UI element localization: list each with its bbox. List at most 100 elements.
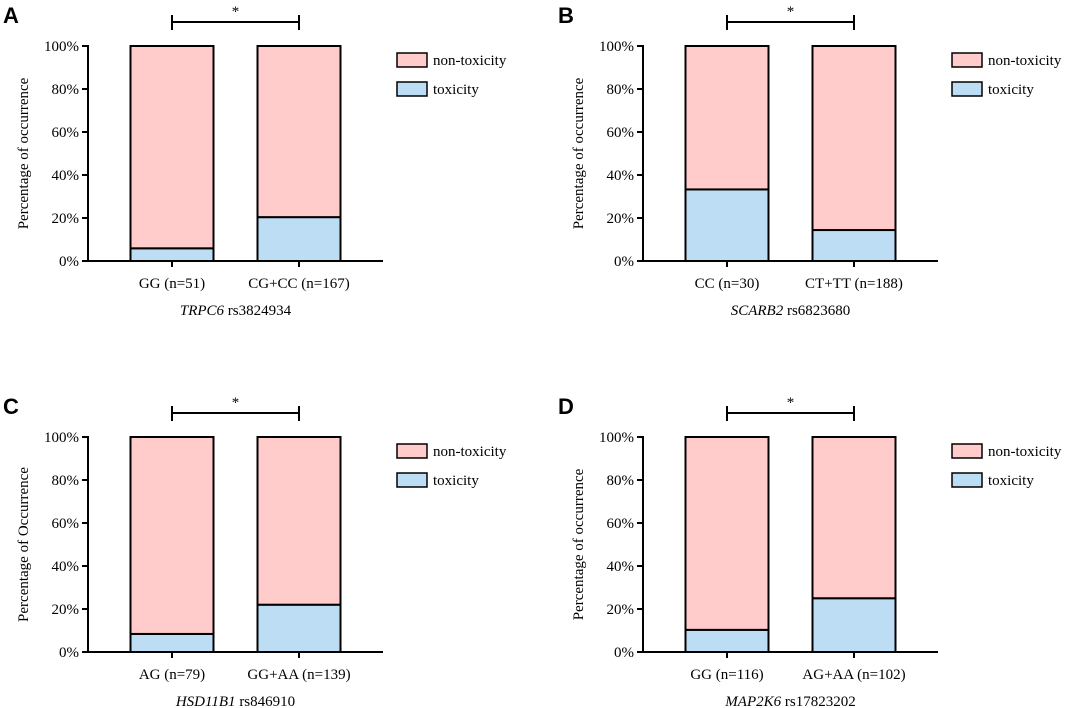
x-tick-label: GG (n=116): [690, 667, 763, 683]
legend-swatch-toxicity: [396, 81, 428, 97]
y-tick-label: 40%: [52, 559, 80, 575]
legend-swatch-non-toxicity: [951, 52, 983, 68]
x-axis-label-gene: MAP2K6: [724, 694, 781, 708]
bar-toxicity-ag-n-79: [129, 632, 215, 654]
significance-bracket: [171, 15, 300, 30]
y-tick-label: 0%: [614, 645, 634, 661]
x-tick-label: CG+CC (n=167): [248, 276, 350, 292]
legend-label-non-toxicity: non-toxicity: [433, 53, 507, 69]
bar-toxicity-cg-cc-n-167: [256, 216, 342, 262]
y-tick-label: 20%: [52, 211, 80, 227]
x-tick-label: CT+TT (n=188): [805, 276, 903, 292]
x-tick-label: AG+AA (n=102): [802, 667, 905, 683]
legend: non-toxicity toxicity: [951, 443, 1062, 489]
panel-label: D: [558, 394, 574, 419]
y-axis-label: Percentage of occurrence: [571, 468, 587, 620]
y-tick-label: 40%: [607, 559, 635, 575]
bar-toxicity-ag-aa-n-102: [811, 597, 897, 653]
y-tick-label: 20%: [52, 602, 80, 618]
x-axis-label: TRPC6 rs3824934: [180, 303, 292, 319]
bar-non-toxicity-gg-aa-n-139: [256, 436, 342, 606]
bar-toxicity-ct-tt-n-188: [811, 229, 897, 262]
y-axis-label: Percentage of occurrence: [16, 77, 32, 229]
y-tick-label: 60%: [52, 125, 80, 141]
legend-swatch-non-toxicity: [951, 443, 983, 459]
y-tick-label: 0%: [59, 254, 79, 270]
x-axis-label: SCARB2 rs6823680: [731, 303, 851, 319]
x-axis-label: HSD11B1 rs846910: [175, 694, 295, 708]
x-tick-label: GG (n=51): [139, 276, 205, 292]
significance-star: *: [232, 395, 240, 411]
bar-non-toxicity-cg-cc-n-167: [256, 45, 342, 219]
legend-swatch-toxicity: [396, 472, 428, 488]
legend-label-toxicity: toxicity: [988, 473, 1034, 489]
legend-label-toxicity: toxicity: [988, 82, 1034, 98]
legend: non-toxicity toxicity: [396, 52, 507, 98]
y-tick-label: 100%: [44, 430, 79, 446]
y-tick-label: 40%: [52, 168, 80, 184]
legend-label-non-toxicity: non-toxicity: [433, 444, 507, 460]
y-tick-label: 100%: [599, 430, 634, 446]
y-tick-label: 80%: [52, 82, 80, 98]
panel-d: D * 0% 20% 40% 60% 80% 100% GG (n=116) AG+AA (n=1…: [558, 394, 1062, 708]
bar-toxicity-gg-n-116: [684, 628, 770, 653]
x-axis-label-snp: rs3824934: [228, 303, 292, 319]
bar-non-toxicity-ag-n-79: [129, 436, 215, 635]
bar-non-toxicity-ag-aa-n-102: [811, 436, 897, 600]
bar-toxicity-gg-aa-n-139: [256, 603, 342, 653]
legend-label-non-toxicity: non-toxicity: [988, 444, 1062, 460]
significance-star: *: [787, 395, 795, 411]
legend-swatch-non-toxicity: [396, 443, 428, 459]
panel-c: C * 0% 20% 40% 60% 80% 100% AG (n=79) GG+AA (n=13…: [3, 394, 507, 708]
legend-swatch-toxicity: [951, 472, 983, 488]
x-axis-label-snp: rs846910: [239, 694, 295, 708]
legend: non-toxicity toxicity: [951, 52, 1062, 98]
bar-non-toxicity-gg-n-51: [129, 45, 215, 250]
y-axis-label: Percentage of Occurrence: [16, 467, 32, 622]
x-tick-label: GG+AA (n=139): [247, 667, 350, 683]
legend-label-toxicity: toxicity: [433, 473, 479, 489]
x-tick-label: CC (n=30): [695, 276, 760, 292]
y-tick-label: 20%: [607, 211, 635, 227]
bar-non-toxicity-gg-n-116: [684, 436, 770, 631]
panel-label: C: [3, 394, 19, 419]
y-tick-label: 40%: [607, 168, 635, 184]
bar-toxicity-gg-n-51: [129, 247, 215, 263]
significance-bracket: [726, 15, 855, 30]
legend-label-toxicity: toxicity: [433, 82, 479, 98]
panel-label: A: [3, 3, 19, 28]
panel-b: B * 0% 20% 40% 60% 80% 100% CC (n=30) CT+TT (n=18…: [558, 3, 1062, 319]
panel-label: B: [558, 3, 574, 28]
y-tick-label: 80%: [607, 82, 635, 98]
y-tick-label: 100%: [44, 39, 79, 55]
x-axis-label-snp: rs17823202: [785, 694, 856, 708]
y-tick-label: 80%: [607, 473, 635, 489]
x-axis-label-gene: TRPC6: [180, 303, 225, 319]
legend-label-non-toxicity: non-toxicity: [988, 53, 1062, 69]
x-axis-label-gene: HSD11B1: [175, 694, 236, 708]
y-tick-label: 0%: [59, 645, 79, 661]
x-tick-label: AG (n=79): [139, 667, 205, 683]
y-tick-label: 80%: [52, 473, 80, 489]
y-tick-label: 100%: [599, 39, 634, 55]
legend: non-toxicity toxicity: [396, 443, 507, 489]
x-axis-label-gene: SCARB2: [731, 303, 784, 319]
bar-non-toxicity-cc-n-30: [684, 45, 770, 191]
y-axis-label: Percentage of occurrence: [571, 77, 587, 229]
y-tick-label: 0%: [614, 254, 634, 270]
panel-a: A * 0% 20% 40% 60% 80% 100% GG (n=51) CG+CC (n=16…: [3, 3, 507, 319]
bar-non-toxicity-ct-tt-n-188: [811, 45, 897, 232]
x-axis-label: MAP2K6 rs17823202: [724, 694, 855, 708]
legend-swatch-toxicity: [951, 81, 983, 97]
significance-star: *: [787, 4, 795, 20]
x-axis-label-snp: rs6823680: [787, 303, 850, 319]
y-tick-label: 60%: [607, 516, 635, 532]
y-tick-label: 60%: [607, 125, 635, 141]
significance-bracket: [726, 406, 855, 421]
legend-swatch-non-toxicity: [396, 52, 428, 68]
bar-toxicity-cc-n-30: [684, 188, 770, 262]
y-tick-label: 20%: [607, 602, 635, 618]
significance-star: *: [232, 4, 240, 20]
